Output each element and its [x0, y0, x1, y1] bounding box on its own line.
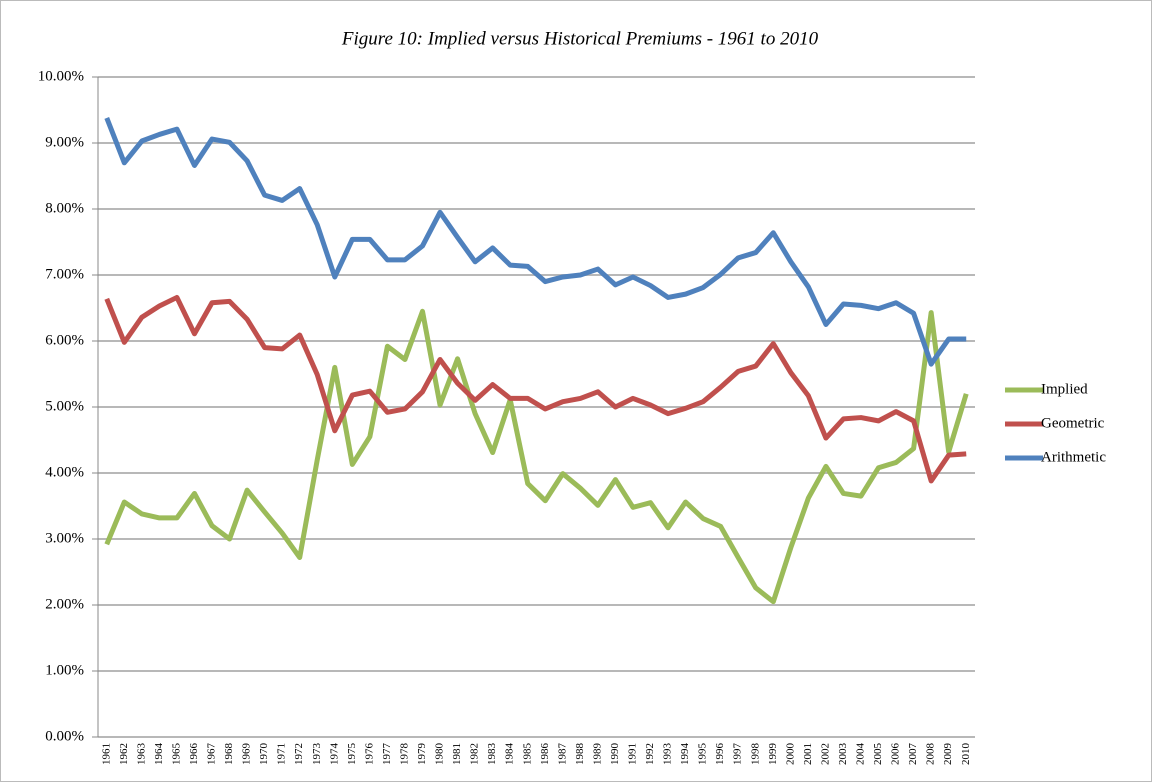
x-tick-label: 1970 — [258, 743, 270, 766]
x-tick-label: 1966 — [188, 743, 200, 766]
x-tick-label: 1988 — [574, 743, 586, 766]
x-tick-label: 2000 — [784, 743, 796, 766]
y-tick-label: 0.00% — [45, 728, 84, 744]
x-tick-label: 1965 — [170, 743, 182, 766]
legend-label: Arithmetic — [1041, 449, 1106, 465]
x-tick-label: 1987 — [556, 743, 568, 766]
x-tick-label: 2007 — [907, 743, 919, 766]
x-tick-label: 1968 — [223, 743, 235, 766]
x-tick-label: 1981 — [451, 743, 463, 765]
x-tick-label: 1985 — [521, 743, 533, 766]
x-tick-label: 2006 — [890, 743, 902, 766]
x-tick-label: 1974 — [328, 743, 340, 766]
x-tick-label: 1991 — [627, 743, 639, 765]
x-tick-label: 1980 — [434, 743, 446, 766]
series-line — [104, 294, 967, 484]
x-tick-label: 1977 — [381, 743, 393, 766]
x-tick-label: 1972 — [293, 743, 305, 765]
y-tick-label: 3.00% — [45, 530, 84, 546]
x-tick-label: 1998 — [749, 743, 761, 766]
x-tick-label: 1983 — [486, 743, 498, 766]
y-tick-label: 4.00% — [45, 464, 84, 480]
x-tick-label: 1992 — [644, 743, 656, 765]
x-tick-label: 2001 — [802, 743, 814, 765]
y-tick-label: 10.00% — [38, 68, 84, 84]
y-tick-label: 8.00% — [45, 200, 84, 216]
x-tick-label: 1996 — [714, 743, 726, 766]
x-tick-label: 2002 — [819, 743, 831, 765]
x-tick-label: 1961 — [100, 743, 112, 765]
legend-label: Geometric — [1041, 415, 1105, 431]
x-tick-label: 1993 — [662, 743, 674, 766]
x-tick-label: 1962 — [118, 743, 130, 765]
legend-label: Implied — [1041, 381, 1088, 397]
y-tick-label: 9.00% — [45, 134, 84, 150]
x-tick-label: 1989 — [591, 743, 603, 766]
chart-title: Figure 10: Implied versus Historical Pre… — [341, 28, 819, 49]
x-tick-label: 1969 — [241, 743, 253, 766]
x-tick-label: 1973 — [311, 743, 323, 766]
x-tick-label: 2005 — [872, 743, 884, 766]
x-tick-label: 1978 — [398, 743, 410, 766]
x-tick-label: 1982 — [469, 743, 481, 765]
series-line — [104, 308, 969, 605]
x-tick-label: 1986 — [539, 743, 551, 766]
x-tick-label: 1964 — [153, 743, 165, 766]
x-tick-label: 1967 — [206, 743, 218, 766]
x-tick-label: 2003 — [837, 743, 849, 766]
x-tick-label: 1971 — [276, 743, 288, 765]
x-tick-label: 1984 — [504, 743, 516, 766]
x-tick-label: 2010 — [960, 743, 972, 766]
x-tick-label: 1975 — [346, 743, 358, 766]
y-tick-label: 6.00% — [45, 332, 84, 348]
x-tick-label: 1990 — [609, 743, 621, 766]
x-tick-label: 1976 — [363, 743, 375, 766]
y-tick-label: 7.00% — [45, 266, 84, 282]
x-tick-label: 1999 — [767, 743, 779, 766]
x-tick-label: 1995 — [697, 743, 709, 766]
y-tick-label: 2.00% — [45, 596, 84, 612]
x-tick-label: 1979 — [416, 743, 428, 766]
x-tick-label: 2004 — [855, 743, 867, 766]
x-tick-label: 1994 — [679, 743, 691, 766]
x-tick-label: 2008 — [925, 743, 937, 766]
y-tick-label: 1.00% — [45, 662, 84, 678]
x-tick-label: 1997 — [732, 743, 744, 766]
x-tick-label: 2009 — [942, 743, 954, 766]
series-line — [104, 117, 967, 367]
x-tick-label: 1963 — [135, 743, 147, 766]
y-tick-label: 5.00% — [45, 398, 84, 414]
